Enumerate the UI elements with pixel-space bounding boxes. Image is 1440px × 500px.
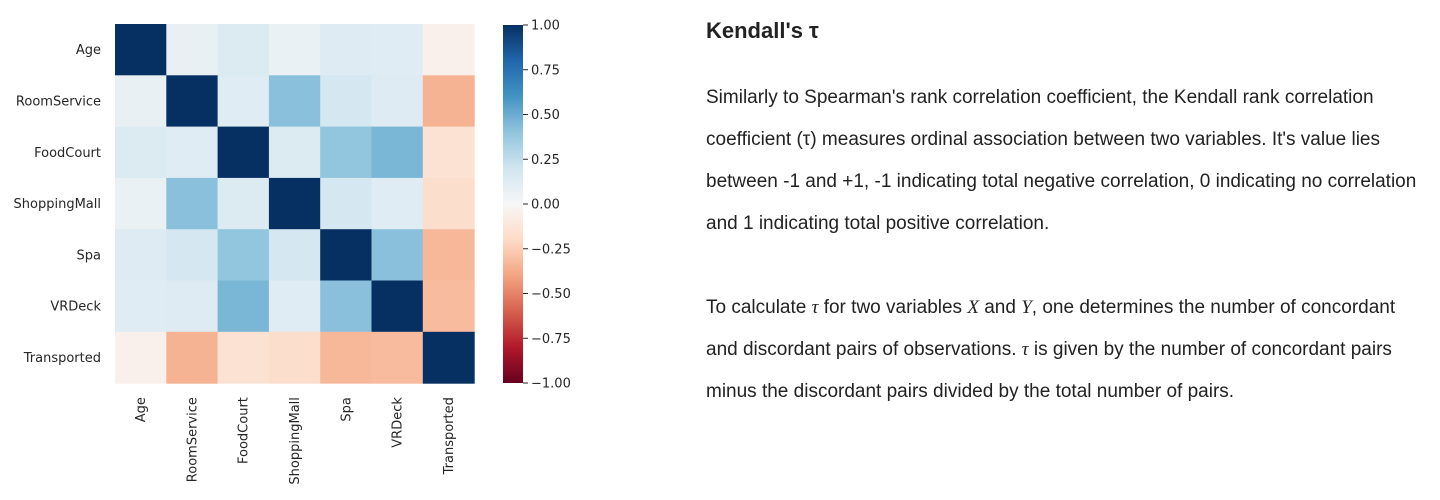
y-tick-label: Spa [77,248,101,263]
colorbar-tick-label: −0.50 [531,287,571,302]
heatmap-cell [115,24,167,76]
heatmap-cell [422,24,475,76]
x-tick-label: Age [134,397,149,422]
y-tick-label: Age [76,43,101,58]
heatmap-cell [217,177,270,230]
heatmap-cell [166,24,219,76]
heatmap-cell [217,229,270,282]
heatmap-cell [422,331,475,384]
heatmap-cell [422,75,475,128]
tau-symbol: τ [1021,339,1029,360]
heatmap-cell [320,24,373,76]
heatmap-cell [371,126,424,179]
text-fragment: To calculate [706,297,812,318]
heatmap-cell [166,75,219,128]
heatmap-cell [217,280,270,333]
heatmap-cell [268,177,321,230]
heatmap-cell [320,229,373,282]
heatmap-cell [371,280,424,333]
y-tick-label: ShoppingMall [14,197,101,212]
heatmap-cell [268,126,321,179]
heatmap-cell [166,126,219,179]
colorbar-tick-label: 0.75 [531,63,560,78]
text-fragment: for two variables [818,297,968,318]
x-tick-label: ShoppingMall [288,397,303,484]
y-axis-labels: Age RoomService FoodCourt ShoppingMall Spa VR… [14,43,102,366]
colorbar-tick-label: −1.00 [531,377,571,392]
heatmap-cell [320,280,373,333]
y-tick-label: RoomService [16,94,101,109]
paragraph-description: Similarly to Spearman's rank correlation… [706,87,1417,234]
heatmap-cell [268,24,321,76]
text-fragment: and [978,297,1022,318]
colorbar-tick-label: 1.00 [531,19,560,34]
colorbar-tick-label: 0.00 [531,198,560,213]
heatmap-cell [115,75,167,128]
heatmap-cell [115,229,167,282]
heatmap-cell [320,331,373,384]
variable-x: X [967,297,979,318]
paragraph-calculation: To calculate τ for two variables X and Y… [706,287,1426,413]
heatmap-cell [422,177,475,230]
x-tick-label: Spa [339,397,354,421]
heatmap-cell [115,331,167,384]
heatmap-cell [371,177,424,230]
heatmap-cell [217,75,270,128]
colorbar-tick-label: −0.75 [531,332,571,347]
y-tick-label: Transported [23,351,101,366]
heatmap-cell [217,24,270,76]
heatmap-cell [268,280,321,333]
colorbar-ticks: 1.00 0.75 0.50 0.25 0.00 −0.25 −0.50 −0.75 −1.00 [523,19,571,392]
text-fragment: is given by the number of concordant pai… [706,339,1392,402]
heatmap-cell [268,331,321,384]
correlation-heatmap: Age RoomService FoodCourt ShoppingMall Spa VR… [14,19,571,485]
y-tick-label: FoodCourt [34,146,101,161]
colorbar [503,25,523,383]
heatmap-cell [371,331,424,384]
heatmap-cell [422,126,475,179]
heatmap-cell [422,280,475,333]
article-panel: Kendall's τ Similarly to Spearman's rank… [706,18,1426,455]
heatmap-cell [115,280,167,333]
heatmap-cell [217,126,270,179]
heatmap-cell [115,177,167,230]
x-tick-label: RoomService [185,397,200,482]
colorbar-tick-label: 0.50 [531,108,560,123]
x-tick-label: VRDeck [391,397,406,448]
section-title: Kendall's τ [706,18,819,43]
heatmap-cell [268,229,321,282]
heatmap-cell [166,177,219,230]
heatmap-cell [422,229,475,282]
heatmap-cell [371,75,424,128]
heatmap-cell [166,331,219,384]
heatmap-cell [371,229,424,282]
x-axis-labels: Age RoomService FoodCourt ShoppingMall Spa VR… [134,397,457,485]
heatmap-cell [320,75,373,128]
colorbar-tick-label: −0.25 [531,242,571,257]
heatmap-cell [217,331,270,384]
x-tick-label: Transported [442,397,457,475]
heatmap-cell [320,126,373,179]
heatmap-cell [268,75,321,128]
colorbar-tick-label: 0.25 [531,153,560,168]
heatmap-cell [320,177,373,230]
tau-symbol: τ [811,297,819,318]
y-tick-label: VRDeck [50,300,101,315]
heatmap-cell [115,126,167,179]
heatmap-cell [166,229,219,282]
text-fragment: , one determines the number of concordan… [706,297,1396,360]
x-tick-label: FoodCourt [237,397,252,464]
heatmap-cell [166,280,219,333]
heatmap-cells [115,24,475,384]
heatmap-cell [371,24,424,76]
variable-y: Y [1021,297,1032,318]
